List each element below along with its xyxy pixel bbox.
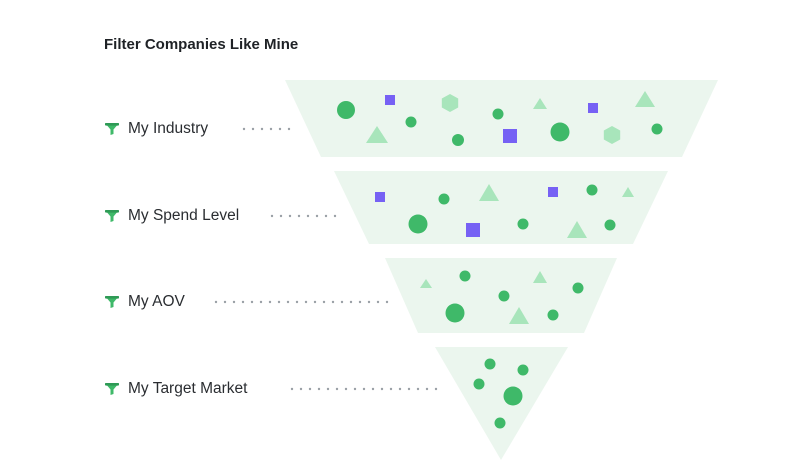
company-circle: [484, 358, 496, 370]
funnel-icon: [105, 296, 119, 308]
company-circle: [459, 270, 471, 282]
filter-my-aov: My AOV: [104, 290, 185, 314]
company-circle: [405, 116, 417, 128]
company-circle: [473, 378, 485, 390]
funnel-band-target-market: [435, 347, 568, 460]
company-square: [548, 187, 558, 197]
company-circle: [503, 386, 523, 406]
company-triangle: [567, 221, 587, 238]
leader-lines: [214, 127, 438, 391]
filter-label: My Target Market: [128, 380, 248, 397]
filter-label: My Spend Level: [128, 207, 240, 224]
company-square: [375, 192, 385, 202]
company-circle: [651, 123, 663, 135]
funnel-icon: [105, 210, 119, 222]
company-square: [385, 95, 395, 105]
filter-my-spend-level: My Spend Level: [104, 204, 239, 228]
band-industry-companies: [337, 91, 663, 146]
company-circle: [498, 290, 510, 302]
company-circle: [517, 364, 529, 376]
company-circle: [337, 101, 355, 119]
company-square: [503, 129, 517, 143]
company-circle: [408, 214, 428, 234]
company-triangle: [533, 98, 547, 109]
filter-my-industry: My Industry: [104, 117, 208, 141]
filter-my-target-market: My Target Market: [104, 377, 247, 401]
company-circle: [494, 417, 506, 429]
company-triangle: [509, 307, 529, 324]
company-hexagon: [603, 126, 621, 144]
company-circle: [492, 108, 504, 120]
filter-label: My Industry: [128, 120, 209, 137]
leader-line-2: [270, 214, 337, 218]
filter-label: My AOV: [128, 293, 185, 310]
band-spend-level-companies: [375, 184, 634, 238]
company-triangle: [366, 126, 388, 143]
company-circle: [547, 309, 559, 321]
leader-line-4: [290, 387, 438, 391]
funnel-icon: [105, 123, 119, 135]
company-triangle: [533, 271, 547, 283]
company-circle: [445, 303, 465, 323]
company-circle: [604, 219, 616, 231]
company-circle: [586, 184, 598, 196]
company-circle: [572, 282, 584, 294]
company-triangle: [622, 187, 634, 197]
company-triangle: [420, 279, 432, 288]
company-hexagon: [441, 94, 459, 112]
company-circle: [517, 218, 529, 230]
leader-line-1: [242, 127, 291, 131]
band-target-market-companies: [473, 358, 529, 429]
company-circle: [438, 193, 450, 205]
company-triangle: [635, 91, 655, 107]
band-aov-companies: [420, 270, 584, 324]
funnel-icon: [105, 383, 119, 395]
company-square: [588, 103, 598, 113]
leader-line-3: [214, 300, 389, 304]
company-triangle: [479, 184, 499, 201]
company-square: [466, 223, 480, 237]
company-circle: [550, 122, 570, 142]
company-circle: [452, 134, 464, 146]
page-title: Filter Companies Like Mine: [104, 36, 299, 53]
funnel-band-industry: [285, 80, 718, 157]
funnel-band-spend-level: [334, 171, 668, 244]
